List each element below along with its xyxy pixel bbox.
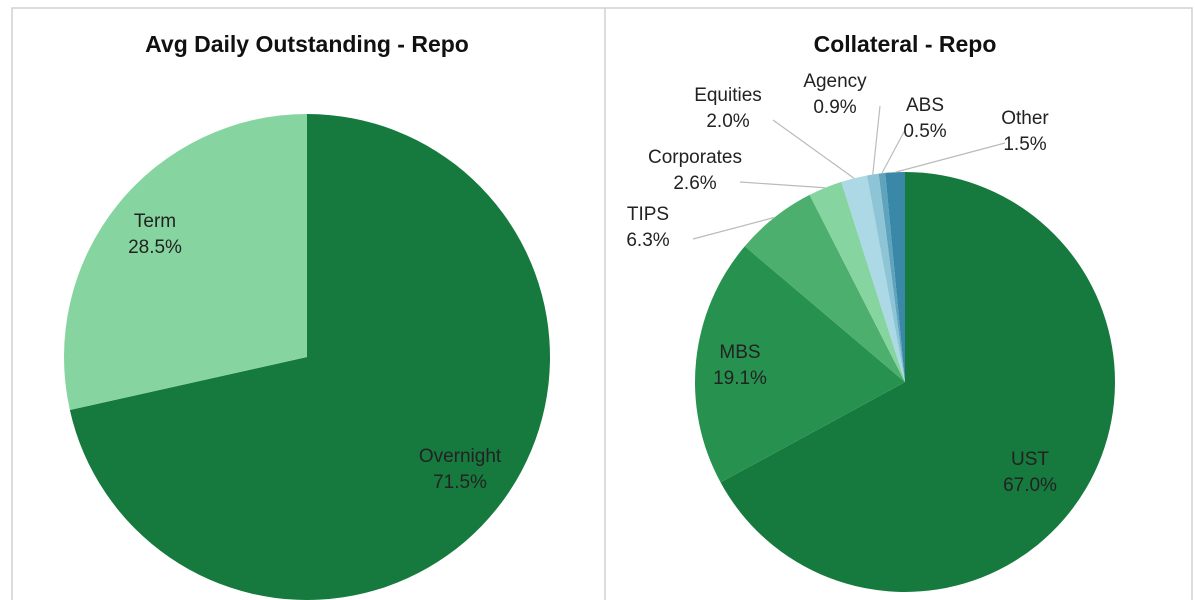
slice-label: Equities (694, 85, 762, 106)
slice-value-label: 2.6% (673, 173, 716, 194)
pie-slice (866, 173, 905, 382)
pie-slice (695, 246, 905, 483)
slice-label: Corporates (648, 147, 742, 168)
chart-title: Avg Daily Outstanding - Repo (145, 31, 469, 57)
pie-slice (841, 175, 905, 382)
leader-line (739, 181, 826, 189)
slice-label: Overnight (419, 446, 502, 467)
slice-value-label: 28.5% (128, 237, 182, 258)
pie-slice (720, 172, 1115, 593)
slice-label: Agency (803, 71, 867, 92)
pie-slice (744, 194, 905, 382)
pie-slice (63, 114, 308, 411)
slice-label: ABS (906, 95, 944, 116)
pie-slice (69, 114, 550, 600)
slice-value-label: 71.5% (433, 472, 487, 493)
leader-line (772, 119, 855, 179)
slice-label: Other (1001, 108, 1049, 129)
slice-label: UST (1011, 449, 1049, 470)
frame (11, 7, 1193, 600)
pie-slice (885, 172, 905, 382)
slice-value-label: 0.5% (903, 121, 946, 142)
slice-value-label: 6.3% (626, 230, 669, 251)
pie-slice (809, 181, 905, 382)
slice-label: Term (134, 211, 176, 232)
leader-line (872, 105, 881, 175)
slice-value-label: 0.9% (813, 97, 856, 118)
slice-value-label: 19.1% (713, 368, 767, 389)
slice-value-label: 2.0% (706, 111, 749, 132)
slice-label: MBS (719, 342, 760, 363)
slice-value-label: 1.5% (1003, 134, 1046, 155)
chart-title: Collateral - Repo (814, 31, 997, 57)
slice-value-label: 67.0% (1003, 475, 1057, 496)
leader-line (894, 142, 1006, 173)
slice-label: TIPS (627, 204, 669, 225)
pie-slice (878, 172, 905, 382)
leader-line (692, 216, 775, 240)
leader-line (881, 129, 906, 174)
